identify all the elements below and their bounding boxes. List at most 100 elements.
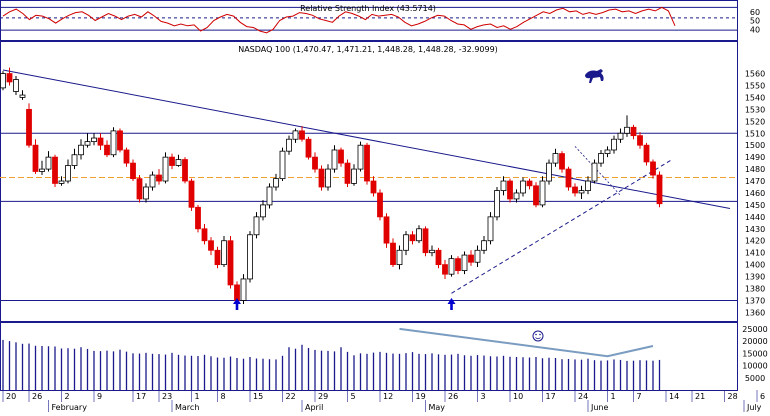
- day-label: 23: [162, 392, 172, 401]
- candle-body: [26, 108, 32, 146]
- month-label: February: [52, 403, 88, 412]
- candle-body: [396, 249, 403, 266]
- month-label: April: [305, 403, 323, 412]
- price-tick-label: 1540: [745, 93, 765, 102]
- candle-body: [455, 258, 461, 271]
- day-label: 10: [513, 392, 523, 401]
- candle-body: [520, 180, 526, 194]
- day-label: 9: [97, 392, 102, 401]
- price-tick-label: 1560: [745, 70, 765, 79]
- candle-body: [591, 162, 598, 182]
- price-tick-label: 1510: [745, 129, 765, 138]
- day-label: 15: [253, 392, 263, 401]
- rsi-frame: [0, 0, 738, 41]
- candle-body: [318, 168, 325, 188]
- candle-body: [572, 186, 578, 194]
- month-label: July: [746, 403, 762, 412]
- candle-body: [32, 144, 39, 172]
- day-label: 19: [416, 392, 426, 401]
- candle-body: [422, 228, 429, 254]
- day-label: 29: [318, 392, 328, 401]
- candle-body: [435, 249, 442, 266]
- month-label: May: [429, 403, 446, 412]
- candle-body: [377, 192, 383, 218]
- candle-body: [344, 162, 351, 184]
- candle-body: [188, 180, 195, 208]
- candle-body: [357, 144, 364, 170]
- candle-body: [117, 130, 123, 151]
- candle-body: [19, 94, 26, 98]
- day-label: 17: [546, 392, 556, 401]
- price-tick-label: 1420: [745, 237, 765, 246]
- candle-body: [461, 254, 468, 271]
- price-tick-label: 1480: [745, 165, 765, 174]
- candle-body: [58, 180, 65, 184]
- candle-body: [78, 144, 84, 156]
- candle-body: [13, 79, 19, 92]
- day-label: 1: [195, 392, 200, 401]
- downtrend-line: [2, 69, 731, 209]
- volume-layer: 5000 10000 15000 20000 25000: [2, 325, 768, 390]
- candle-body: [208, 240, 214, 251]
- candle-body: [474, 249, 481, 263]
- candle-body: [169, 156, 175, 166]
- candle-body: [494, 190, 500, 218]
- day-label: 6: [760, 392, 765, 401]
- candle-body: [364, 144, 370, 182]
- candle-body: [130, 162, 136, 180]
- candle-body: [617, 132, 624, 140]
- rsi-title: Relative Strength Index (43.5714): [300, 4, 436, 13]
- rsi-line: [2, 6, 676, 34]
- candle-body: [383, 216, 390, 244]
- price-tick-label: 1500: [745, 141, 765, 150]
- candle-body: [162, 156, 169, 182]
- candle-body: [448, 258, 455, 275]
- candle-body: [312, 156, 318, 170]
- price-tick-label: 1410: [745, 249, 765, 258]
- day-label: 28: [728, 392, 738, 401]
- candle-body: [299, 130, 305, 140]
- candle-body: [260, 204, 266, 218]
- price-tick-label: 1520: [745, 117, 765, 126]
- candle-body: [565, 168, 572, 188]
- candle-body: [279, 150, 286, 180]
- price-layer: 1360 1370 1380 1390 1400 1410 1420 1430 1440 1450…: [0, 67, 765, 317]
- day-label: 24: [578, 392, 588, 401]
- candle-body: [533, 185, 539, 206]
- candle-body: [325, 168, 331, 188]
- price-tick-label: 1530: [745, 105, 765, 114]
- candle-body: [624, 126, 630, 134]
- candle-body: [221, 240, 227, 266]
- candle-body: [52, 156, 58, 184]
- price-tick-label: 1440: [745, 213, 765, 222]
- candle-body: [227, 240, 234, 286]
- volume-tick-label: 20000: [742, 337, 767, 346]
- volume-tick-label: 5000: [745, 374, 765, 383]
- candle-body: [526, 180, 533, 187]
- rsi-tick-label: 50: [750, 17, 760, 26]
- price-frame: [0, 41, 738, 322]
- candle-body: [650, 161, 656, 176]
- candle-body: [292, 130, 299, 140]
- candle-body: [84, 141, 91, 146]
- volume-tick-label: 15000: [742, 349, 767, 358]
- candle-body: [442, 264, 448, 275]
- candle-body: [143, 186, 149, 200]
- price-tick-label: 1370: [745, 296, 765, 305]
- smiley-icon: [532, 330, 544, 342]
- rsi-tick-label: 60: [750, 8, 760, 17]
- candle-body: [370, 180, 377, 194]
- candle-body: [45, 156, 52, 170]
- candle-body: [409, 234, 416, 242]
- candle-body: [65, 165, 71, 182]
- day-label: 20: [6, 392, 16, 401]
- day-label: 7: [637, 392, 642, 401]
- day-label: 21: [695, 392, 705, 401]
- candle-body: [97, 137, 104, 146]
- uptrend-line: [451, 159, 673, 294]
- candle-body: [500, 180, 507, 191]
- candle-body: [266, 186, 273, 206]
- candle-body: [578, 190, 585, 194]
- price-title: NASDAQ 100 (1,470.47, 1,471.21, 1,448.28…: [238, 45, 498, 54]
